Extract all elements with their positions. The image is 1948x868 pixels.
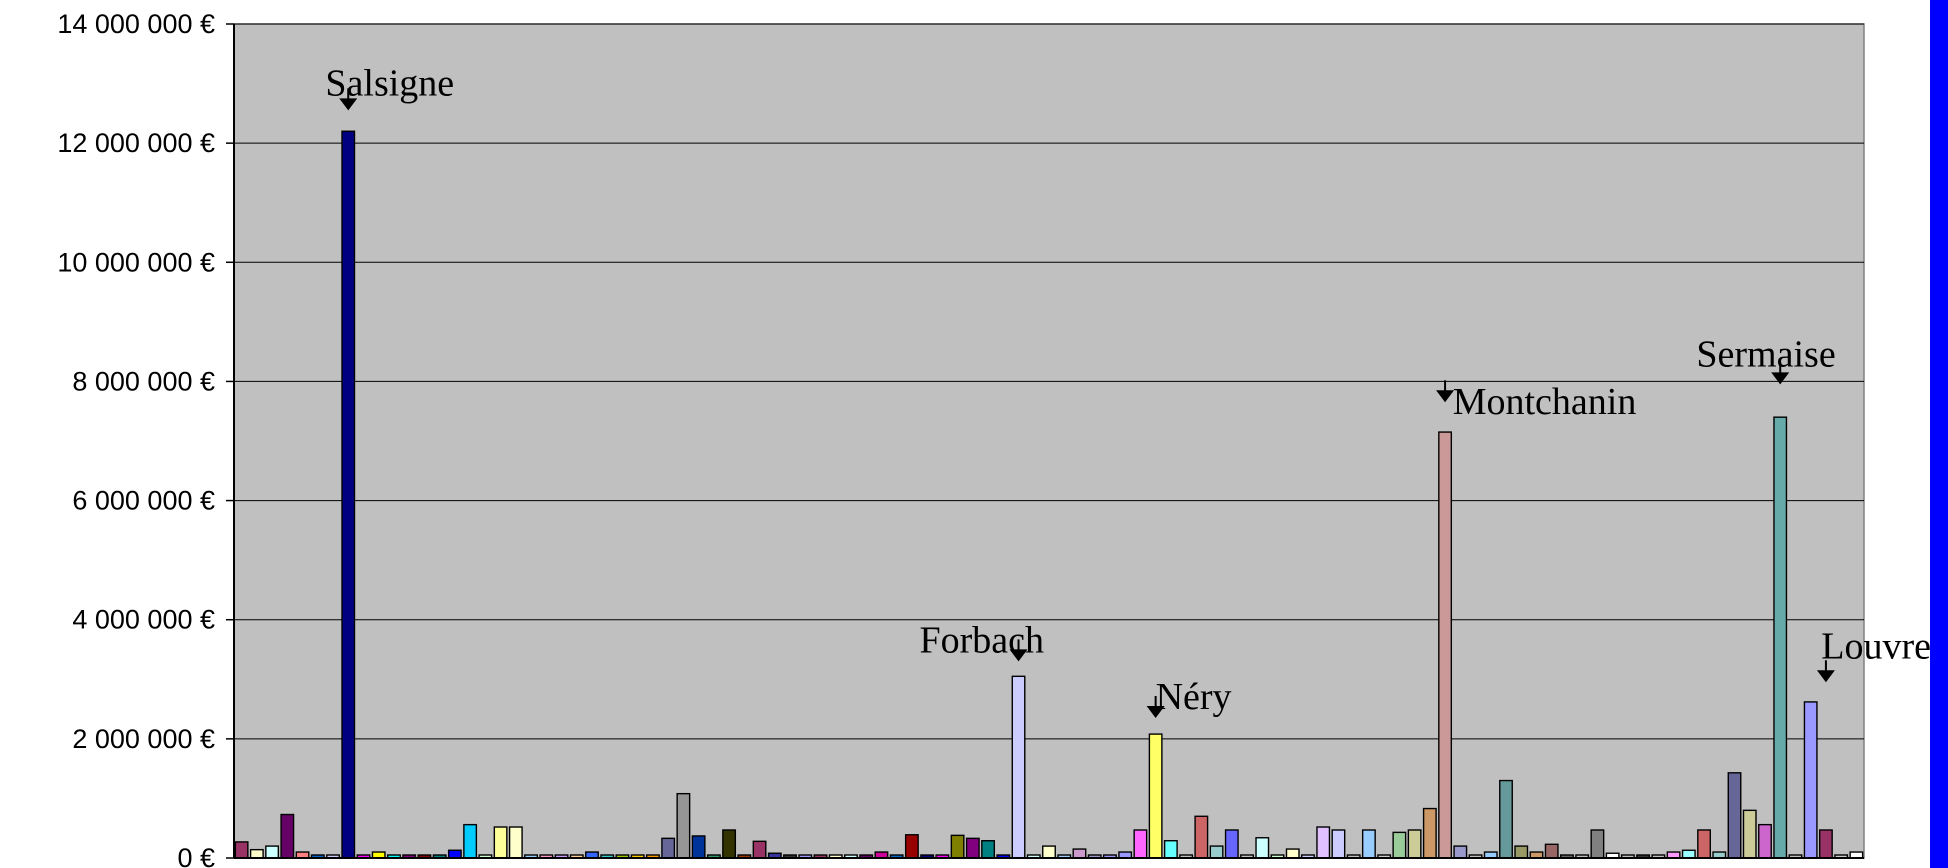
bar: [1392, 831, 1407, 859]
bar: [676, 792, 691, 859]
annotation-label: Sermaise: [1696, 334, 1835, 376]
bar: [1422, 807, 1437, 859]
bar: [1194, 815, 1209, 859]
bar: [341, 130, 356, 859]
bar: [265, 845, 280, 859]
bar: [1697, 829, 1711, 859]
bar: [981, 840, 996, 859]
bar: [1514, 845, 1529, 859]
bar: [1742, 809, 1757, 859]
bar: [280, 813, 295, 859]
bar: [691, 835, 706, 859]
annotation: Louvres: [1816, 625, 1946, 683]
bar: [1209, 845, 1224, 859]
bar: [904, 834, 919, 859]
annotation: Sermaise: [1696, 334, 1836, 385]
y-tick-label: 4 000 000 €: [72, 605, 215, 635]
bar: [1011, 675, 1026, 859]
annotation-label: Salsigne: [325, 63, 454, 105]
annotation: Montchanin: [1436, 380, 1636, 423]
annotation-label: Néry: [1156, 676, 1232, 718]
bar: [1072, 848, 1087, 859]
y-tick-label: 10 000 000 €: [57, 247, 215, 277]
bar: [447, 849, 462, 859]
annotation: Forbach: [920, 620, 1045, 662]
gridlines: [234, 23, 1864, 740]
plot-area: [233, 23, 1865, 859]
annotation-arrow-head: [1771, 372, 1790, 385]
bar: [1285, 848, 1300, 859]
bar: [661, 837, 676, 859]
bar: [1133, 829, 1148, 859]
annotation-arrow-head: [1816, 670, 1835, 683]
bar: [1758, 823, 1772, 859]
bar: [1818, 829, 1833, 859]
annotation-arrow-head: [1009, 649, 1028, 662]
bar: [234, 841, 249, 859]
bar: [1407, 829, 1422, 859]
bar: [1163, 840, 1178, 859]
bar: [752, 840, 767, 859]
bar: [1681, 849, 1696, 859]
annotation: Salsigne: [325, 63, 454, 111]
y-tick-label: 6 000 000 €: [72, 486, 215, 516]
annotation: Néry: [1146, 676, 1232, 719]
bar: [1499, 779, 1513, 859]
bar: [463, 823, 478, 859]
bar: [249, 848, 264, 859]
bar: [1590, 829, 1605, 859]
y-tick-label: 2 000 000 €: [72, 724, 215, 754]
y-tick-label: 8 000 000 €: [72, 366, 215, 396]
bar: [1544, 843, 1559, 859]
bar: [1453, 845, 1468, 859]
bar: [493, 826, 508, 859]
right-edge-band: [1930, 0, 1948, 868]
bar: [1224, 829, 1239, 859]
annotations: Salsigne Forbach Néry Montchanin Sermaise Lou…: [325, 63, 1945, 719]
bar: [508, 826, 523, 859]
bar: [722, 829, 737, 859]
bar: [1331, 829, 1346, 859]
y-axis-ticks: 0 € 2 000 000 € 4 000 000 € 6 000 000 € 8 00…: [57, 9, 234, 868]
bar: [1361, 829, 1376, 859]
bar: [1316, 826, 1331, 859]
annotation-arrow-head: [339, 98, 358, 111]
y-tick-label: 12 000 000 €: [57, 128, 215, 158]
y-tick-label: 0 €: [177, 843, 215, 868]
bar: [965, 837, 980, 859]
annotation-arrow-head: [1436, 390, 1455, 403]
annotation-arrow-head: [1146, 706, 1165, 719]
bar: [1148, 733, 1163, 859]
bar: [1042, 845, 1056, 859]
bar: [950, 834, 965, 859]
y-tick-label: 14 000 000 €: [57, 9, 215, 39]
annotation-label: Montchanin: [1453, 381, 1637, 423]
bar: [1803, 701, 1818, 859]
bar: [1438, 431, 1453, 859]
bar: [1727, 772, 1742, 859]
annotation-label: Forbach: [920, 620, 1045, 662]
bar: [1773, 416, 1788, 859]
bar: [1255, 837, 1270, 859]
annotation-label: Louvres: [1821, 625, 1946, 667]
